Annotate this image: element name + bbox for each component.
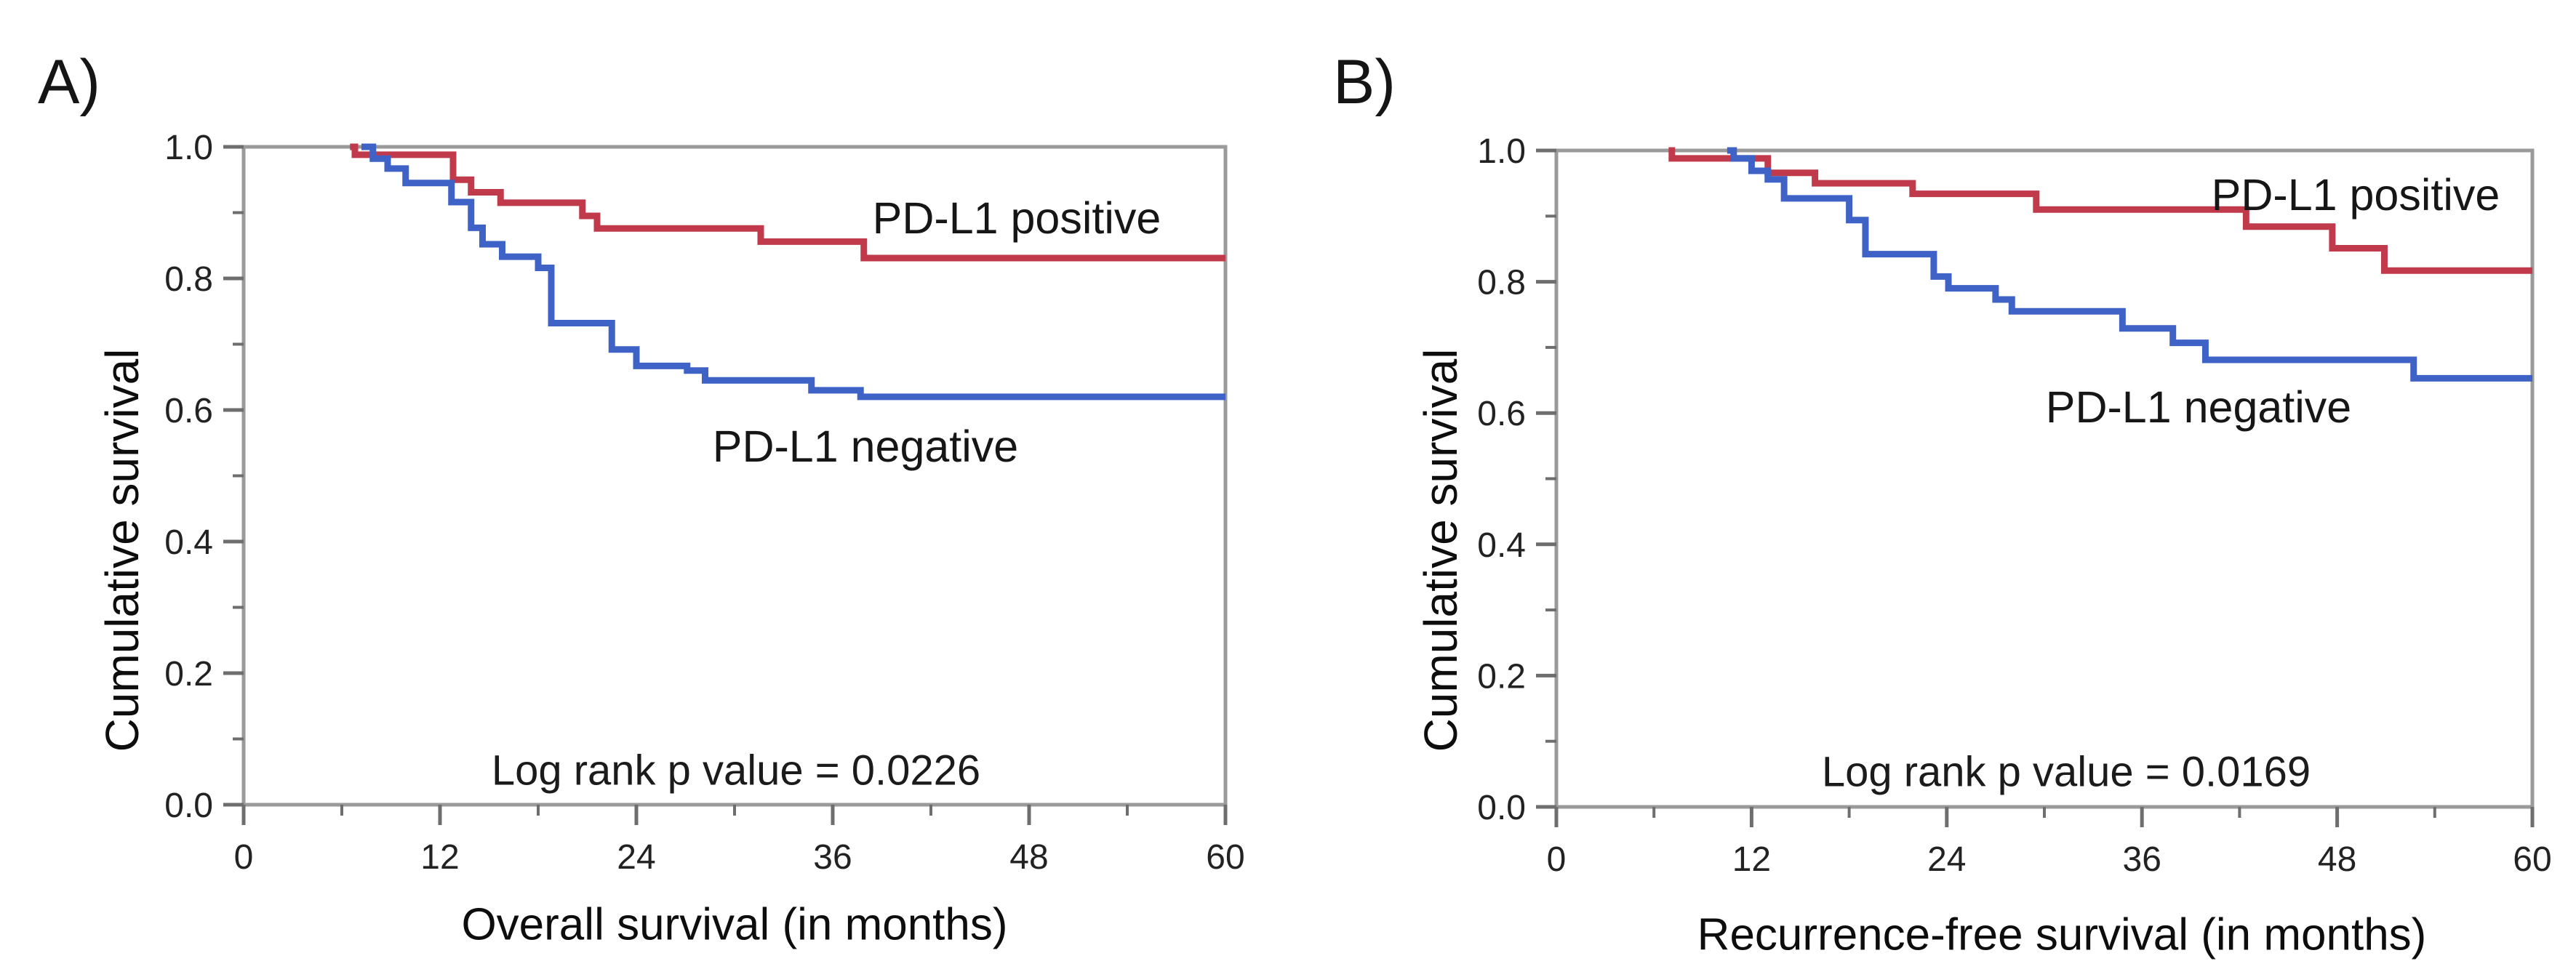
svg-text:0.8: 0.8 [1477, 264, 1526, 302]
svg-text:1.0: 1.0 [1477, 132, 1526, 171]
log-rank-p-value: Log rank p value = 0.0169 [1821, 748, 2311, 796]
km-curve-pd-l1-negative [1727, 147, 2532, 382]
svg-text:0.0: 0.0 [1477, 789, 1526, 827]
km-curve-pd-l1-positive [350, 143, 1225, 262]
panel-recurrence-free-survival: B) Cumulative survival 0 12 24 36 48 60 0.0 0.2… [1288, 0, 2576, 960]
svg-text:1.0: 1.0 [164, 129, 213, 167]
svg-text:0.4: 0.4 [164, 523, 213, 562]
x-axis-title: Overall survival (in months) [461, 899, 1008, 950]
svg-text:48: 48 [2318, 840, 2356, 879]
svg-text:36: 36 [2123, 840, 2161, 879]
svg-text:0.6: 0.6 [164, 392, 213, 430]
svg-text:0.4: 0.4 [1477, 526, 1526, 565]
svg-text:48: 48 [1009, 838, 1048, 877]
svg-text:60: 60 [2513, 840, 2551, 879]
svg-text:0.2: 0.2 [164, 655, 213, 693]
svg-text:24: 24 [617, 838, 655, 877]
km-plot-recurrence-free-survival: 0 12 24 36 48 60 0.0 0.2 0.4 0.6 0.8 1.0 [1477, 132, 2551, 879]
x-axis-title: Recurrence-free survival (in months) [1697, 909, 2427, 960]
svg-text:12: 12 [420, 838, 459, 877]
svg-text:60: 60 [1206, 838, 1244, 877]
log-rank-p-value: Log rank p value = 0.0226 [491, 747, 981, 795]
svg-text:24: 24 [1927, 840, 1966, 879]
svg-text:0.0: 0.0 [164, 787, 213, 825]
svg-text:36: 36 [813, 838, 852, 877]
svg-text:0.8: 0.8 [164, 260, 213, 299]
curve-label-pd-l1-negative: PD-L1 negative [712, 422, 1019, 471]
curve-label-pd-l1-negative: PD-L1 negative [2045, 382, 2352, 432]
svg-text:12: 12 [1732, 840, 1771, 879]
curve-label-pd-l1-positive: PD-L1 positive [2211, 170, 2500, 220]
curve-label-pd-l1-positive: PD-L1 positive [872, 193, 1161, 243]
km-plot-overall-survival: 0 12 24 36 48 60 0.0 0.2 0.4 0.6 0.8 1.0 [164, 129, 1244, 877]
svg-text:0: 0 [234, 838, 254, 877]
panel-overall-survival: A) Cumulative survival 0 12 24 36 48 60 0.0 0.2… [0, 0, 1288, 957]
panel-letter: B) [1333, 47, 1396, 117]
svg-text:0: 0 [1547, 840, 1567, 879]
panel-letter: A) [38, 47, 100, 117]
km-curve-pd-l1-negative [361, 143, 1225, 401]
svg-text:0.2: 0.2 [1477, 657, 1526, 696]
svg-text:0.6: 0.6 [1477, 395, 1526, 433]
